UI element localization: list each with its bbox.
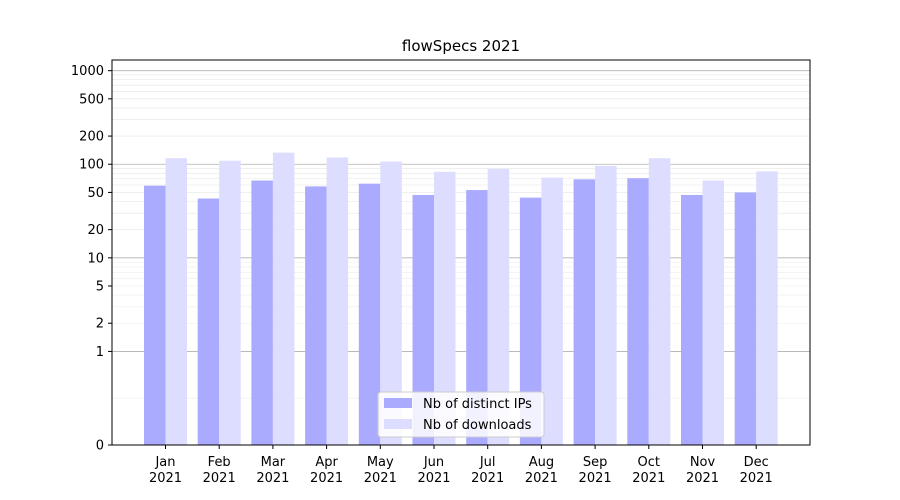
x-tick-label-month: Mar xyxy=(261,455,286,470)
y-tick-label: 1000 xyxy=(71,64,104,79)
bar-distinct-ips-aug xyxy=(519,197,542,445)
x-tick-label-month: Jul xyxy=(479,455,496,470)
bar-downloads-apr xyxy=(326,157,349,445)
x-tick-label-year: 2021 xyxy=(364,471,397,486)
legend-label: Nb of downloads xyxy=(423,418,532,433)
x-tick-label-year: 2021 xyxy=(256,471,289,486)
y-tick-label: 1 xyxy=(96,345,104,360)
x-tick-label-month: Dec xyxy=(744,455,769,470)
bar-distinct-ips-sep xyxy=(573,179,596,445)
bar-distinct-ips-may xyxy=(358,183,381,445)
x-tick-label-year: 2021 xyxy=(471,471,504,486)
legend-swatch xyxy=(384,419,412,429)
bar-downloads-oct xyxy=(648,158,671,446)
x-tick-label-year: 2021 xyxy=(310,471,343,486)
y-tick-label: 0 xyxy=(96,439,104,454)
y-tick-label: 200 xyxy=(79,130,104,145)
x-tick-label-year: 2021 xyxy=(203,471,236,486)
chart-title: flowSpecs 2021 xyxy=(402,37,520,55)
x-tick-label-year: 2021 xyxy=(632,471,665,486)
bar-downloads-may xyxy=(380,161,402,445)
legend-swatch xyxy=(384,398,412,408)
y-tick-label: 500 xyxy=(79,92,104,107)
x-tick-label-month: Sep xyxy=(583,455,608,470)
x-tick-label-month: Jun xyxy=(423,455,444,470)
bar-distinct-ips-oct xyxy=(627,178,649,445)
bar-downloads-mar xyxy=(272,152,295,445)
bar-downloads-dec xyxy=(756,171,778,445)
x-tick-label-month: May xyxy=(367,455,394,470)
bar-distinct-ips-dec xyxy=(734,192,757,445)
x-tick-label-year: 2021 xyxy=(149,471,182,486)
bar-downloads-sep xyxy=(595,165,617,445)
legend: Nb of distinct IPs Nb of downloads xyxy=(377,391,545,438)
x-tick-label-month: Nov xyxy=(690,455,716,470)
x-tick-label-year: 2021 xyxy=(525,471,558,486)
bar-distinct-ips-jun xyxy=(412,194,434,445)
legend-label: Nb of distinct IPs xyxy=(423,397,532,412)
bar-distinct-ips-nov xyxy=(681,194,703,445)
bar-downloads-nov xyxy=(702,180,724,446)
y-tick-label: 20 xyxy=(87,223,104,238)
bar-distinct-ips-jan xyxy=(144,185,166,446)
x-tick-label-year: 2021 xyxy=(417,471,450,486)
bar-distinct-ips-jul xyxy=(466,190,488,445)
bar-downloads-jul xyxy=(487,168,510,445)
x-tick-label-month: Oct xyxy=(638,455,660,470)
bar-downloads-jan xyxy=(165,158,187,446)
x-tick-label-month: Apr xyxy=(315,455,338,470)
bar-downloads-feb xyxy=(219,160,241,446)
x-tick-label-month: Aug xyxy=(529,455,554,470)
y-tick-label: 10 xyxy=(87,251,104,266)
plot-frame xyxy=(111,59,811,446)
x-tick-label-month: Feb xyxy=(208,455,231,470)
y-tick-label: 5 xyxy=(96,280,104,295)
y-tick-label: 100 xyxy=(79,158,104,173)
x-axis: Jan2021Feb2021Mar2021Apr2021May2021Jun20… xyxy=(149,445,773,486)
bar-distinct-ips-mar xyxy=(251,180,273,446)
x-tick-label-month: Jan xyxy=(154,455,175,470)
y-axis: 0 1 2 5 10 20 50 100 200 500 1000 xyxy=(71,64,112,454)
legend-box xyxy=(377,391,545,438)
bar-downloads-aug xyxy=(541,177,563,446)
x-tick-label-year: 2021 xyxy=(579,471,612,486)
bar-downloads-jun xyxy=(434,171,456,445)
x-tick-label-year: 2021 xyxy=(686,471,719,486)
bars xyxy=(144,152,778,446)
bar-distinct-ips-feb xyxy=(197,198,220,445)
x-tick-label-year: 2021 xyxy=(740,471,773,486)
bar-distinct-ips-apr xyxy=(305,186,327,445)
y-tick-label: 2 xyxy=(96,317,104,332)
y-tick-label: 50 xyxy=(87,186,104,201)
